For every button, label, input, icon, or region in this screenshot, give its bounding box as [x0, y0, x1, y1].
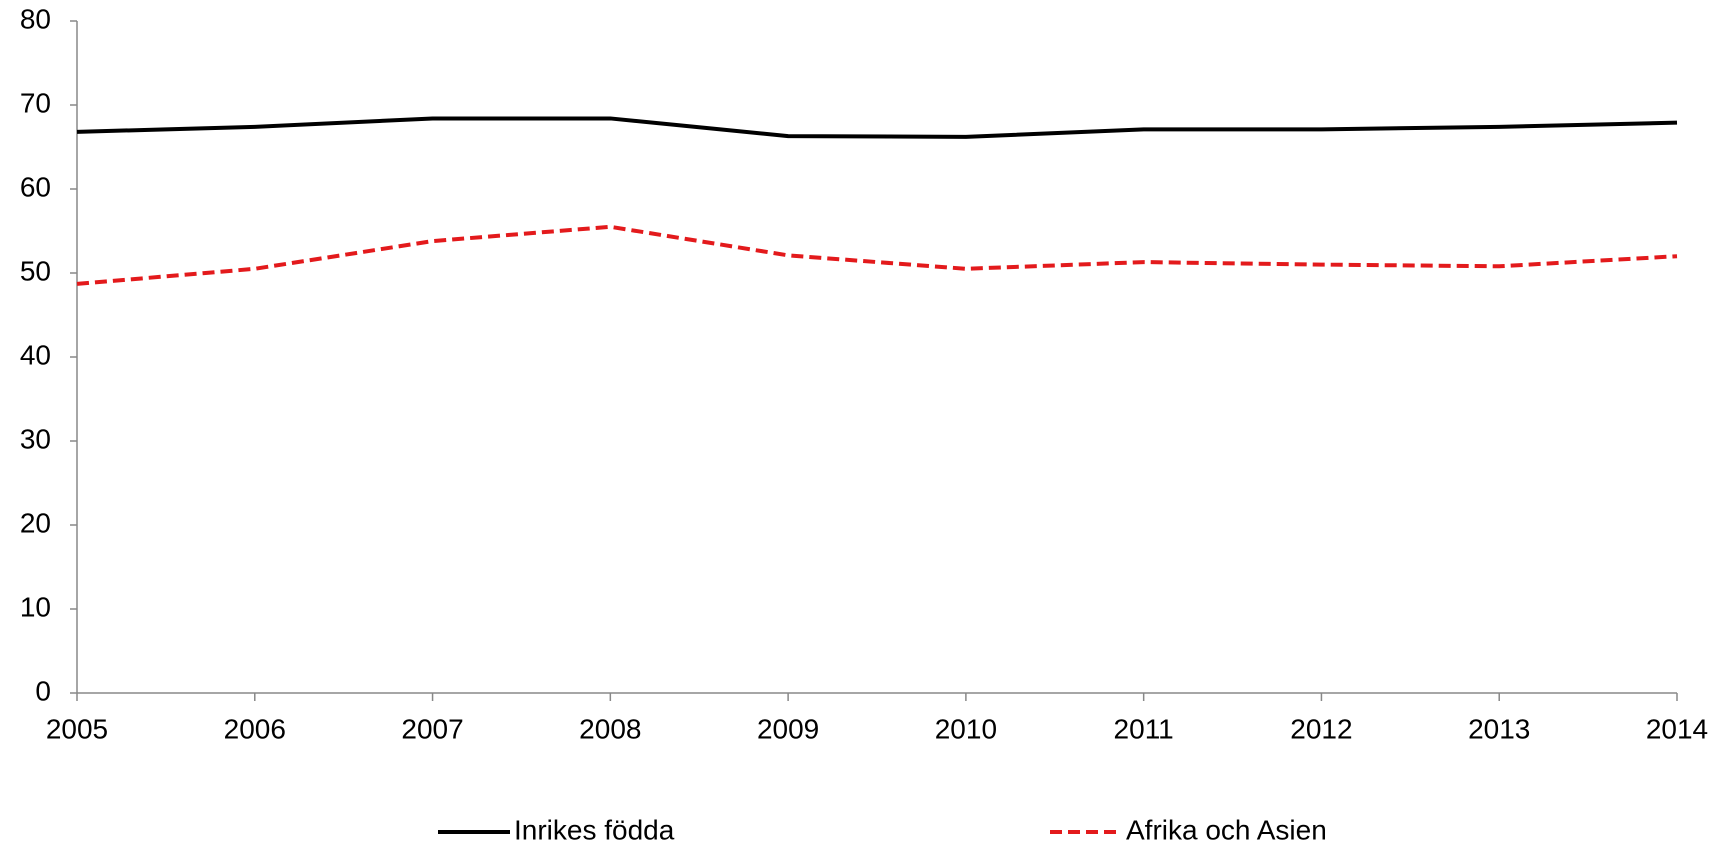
x-tick-label: 2010 [935, 713, 997, 744]
x-tick-label: 2009 [757, 713, 819, 744]
x-tick-label: 2008 [579, 713, 641, 744]
x-tick-label: 2011 [1114, 713, 1174, 744]
series-line [76, 116, 1678, 139]
y-tick-label: 60 [20, 171, 51, 202]
y-tick-label: 80 [20, 3, 51, 34]
x-tick-label: 2012 [1290, 713, 1352, 744]
legend-label: Afrika och Asien [1126, 814, 1327, 845]
legend-label: Inrikes födda [514, 814, 675, 845]
x-tick-label: 2013 [1468, 713, 1530, 744]
series-line [76, 224, 1678, 286]
x-tick-label: 2007 [401, 713, 463, 744]
x-tick-label: 2006 [224, 713, 286, 744]
y-tick-label: 40 [20, 339, 51, 370]
y-tick-label: 20 [20, 507, 51, 538]
y-tick-label: 10 [20, 591, 51, 622]
x-tick-label: 2005 [46, 713, 108, 744]
y-tick-label: 70 [20, 87, 51, 118]
y-tick-label: 30 [20, 423, 51, 454]
y-tick-label: 0 [35, 675, 51, 706]
y-tick-label: 50 [20, 255, 51, 286]
x-tick-label: 2014 [1646, 713, 1708, 744]
